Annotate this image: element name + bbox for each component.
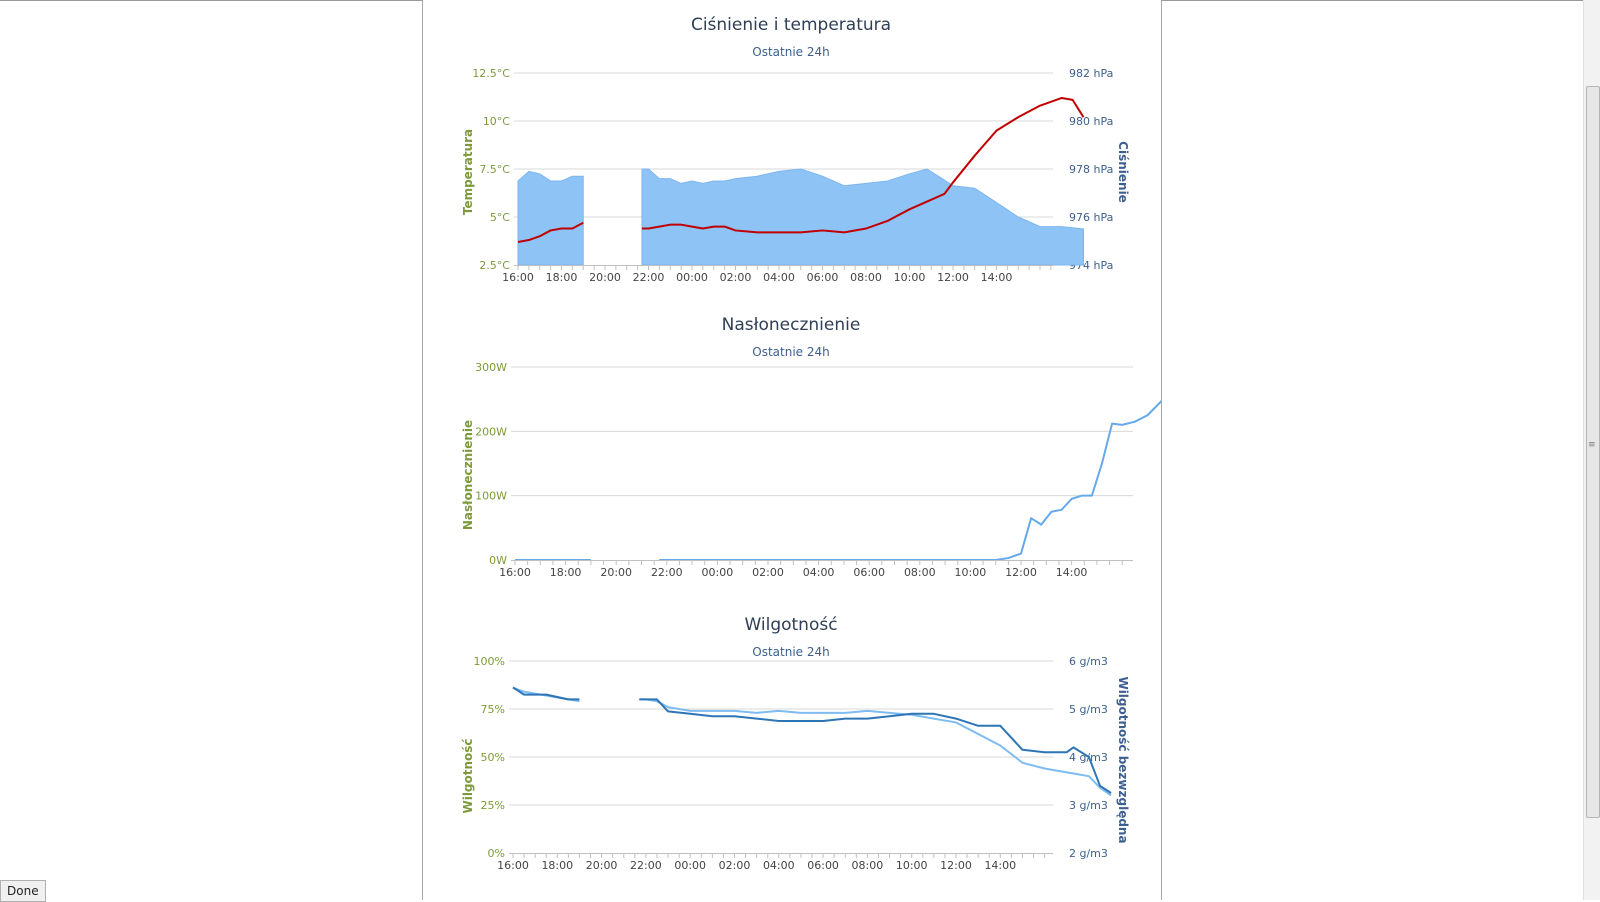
y-right-tick-label: 978 hPa <box>1069 163 1113 176</box>
y-left-axis-label: Nasłonecznienie <box>461 420 475 530</box>
y-left-tick-label: 300W <box>475 361 507 374</box>
y-left-tick-label: 200W <box>475 425 507 438</box>
series-line <box>639 698 1112 794</box>
x-tick-label: 20:00 <box>586 859 618 872</box>
y-left-axis-label: Wilgotność <box>461 738 475 813</box>
y-right-tick-label: 2 g/m3 <box>1069 847 1108 860</box>
x-tick-label: 06:00 <box>853 566 885 579</box>
y-left-tick-label: 50% <box>481 751 505 764</box>
y-left-tick-label: 75% <box>481 703 505 716</box>
x-tick-label: 12:00 <box>937 271 969 284</box>
x-tick-label: 08:00 <box>852 859 884 872</box>
x-tick-label: 00:00 <box>676 271 708 284</box>
x-tick-label: 12:00 <box>940 859 972 872</box>
x-tick-label: 16:00 <box>497 859 529 872</box>
y-left-tick-label: 100W <box>475 490 507 503</box>
chart-subtitle: Ostatnie 24h <box>752 45 829 59</box>
x-tick-label: 10:00 <box>896 859 928 872</box>
scrollbar-grip-icon: ≡ <box>1588 440 1596 450</box>
x-tick-label: 12:00 <box>1005 566 1037 579</box>
x-tick-label: 04:00 <box>803 566 835 579</box>
series-line <box>659 399 1161 561</box>
y-left-tick-label: 0% <box>488 847 505 860</box>
y-left-tick-label: 7.5°C <box>479 163 510 176</box>
x-tick-label: 04:00 <box>763 859 795 872</box>
x-tick-label: 22:00 <box>633 271 665 284</box>
x-tick-label: 16:00 <box>499 566 531 579</box>
y-left-tick-label: 2.5°C <box>479 259 510 272</box>
y-right-axis-label: Ciśnienie <box>1116 141 1130 203</box>
x-tick-label: 10:00 <box>955 566 987 579</box>
scrollbar-thumb[interactable] <box>1586 86 1600 818</box>
content-panel: Ciśnienie i temperatura Ostatnie 24h Tem… <box>422 0 1162 900</box>
y-left-tick-label: 25% <box>481 799 505 812</box>
pressure-temperature-chart: Ciśnienie i temperatura Ostatnie 24h Tem… <box>423 0 1161 290</box>
chart-title: Ciśnienie i temperatura <box>691 15 891 35</box>
y-left-tick-label: 12.5°C <box>472 67 510 80</box>
x-tick-label: 08:00 <box>904 566 936 579</box>
x-tick-label: 20:00 <box>589 271 621 284</box>
x-tick-label: 00:00 <box>702 566 734 579</box>
x-tick-label: 02:00 <box>720 271 752 284</box>
chart-subtitle: Ostatnie 24h <box>752 345 829 359</box>
x-tick-label: 06:00 <box>807 859 839 872</box>
y-left-tick-label: 10°C <box>483 115 510 128</box>
y-right-tick-label: 976 hPa <box>1069 211 1113 224</box>
pressure-temperature-svg: Ciśnienie i temperatura Ostatnie 24h Tem… <box>461 15 1130 284</box>
x-tick-label: 14:00 <box>1056 566 1088 579</box>
x-tick-label: 02:00 <box>752 566 784 579</box>
x-tick-label: 00:00 <box>674 859 706 872</box>
humidity-chart: Wilgotność Ostatnie 24h Wilgotność Wilgo… <box>423 600 1161 900</box>
pressure-area <box>641 168 1084 266</box>
y-left-tick-label: 0W <box>489 554 507 567</box>
y-right-axis-label: Wilgotność bezwzględna <box>1116 676 1130 843</box>
x-tick-label: 18:00 <box>546 271 578 284</box>
x-tick-label: 16:00 <box>502 271 534 284</box>
x-tick-label: 08:00 <box>850 271 882 284</box>
y-left-axis-label: Temperatura <box>461 129 475 215</box>
x-tick-label: 22:00 <box>630 859 662 872</box>
x-tick-label: 02:00 <box>719 859 751 872</box>
chart-subtitle: Ostatnie 24h <box>752 645 829 659</box>
x-tick-label: 10:00 <box>894 271 926 284</box>
y-right-tick-label: 980 hPa <box>1069 115 1113 128</box>
pressure-area <box>517 170 584 266</box>
y-right-tick-label: 5 g/m3 <box>1069 703 1108 716</box>
series-line <box>512 686 580 701</box>
series-line <box>517 221 584 243</box>
x-tick-label: 18:00 <box>550 566 582 579</box>
x-tick-label: 14:00 <box>981 271 1013 284</box>
x-tick-label: 22:00 <box>651 566 683 579</box>
x-tick-label: 20:00 <box>600 566 632 579</box>
insolation-chart: Nasłonecznienie Ostatnie 24h Nasłoneczni… <box>423 300 1161 590</box>
y-right-tick-label: 6 g/m3 <box>1069 655 1108 668</box>
x-tick-label: 18:00 <box>541 859 573 872</box>
x-tick-label: 06:00 <box>807 271 839 284</box>
series-line <box>639 698 1112 797</box>
chart-title: Wilgotność <box>744 615 837 635</box>
y-left-tick-label: 5°C <box>490 211 510 224</box>
chart-title: Nasłonecznienie <box>722 315 861 335</box>
vertical-scrollbar[interactable]: ≡ <box>1583 0 1600 900</box>
insolation-svg: Nasłonecznienie Ostatnie 24h Nasłoneczni… <box>461 315 1161 579</box>
x-tick-label: 14:00 <box>984 859 1016 872</box>
y-right-tick-label: 982 hPa <box>1069 67 1113 80</box>
series-line <box>641 96 1085 234</box>
y-right-tick-label: 3 g/m3 <box>1069 799 1108 812</box>
status-bar-text: Done <box>0 880 46 902</box>
humidity-svg: Wilgotność Ostatnie 24h Wilgotność Wilgo… <box>461 615 1130 872</box>
y-left-tick-label: 100% <box>474 655 505 668</box>
x-tick-label: 04:00 <box>763 271 795 284</box>
